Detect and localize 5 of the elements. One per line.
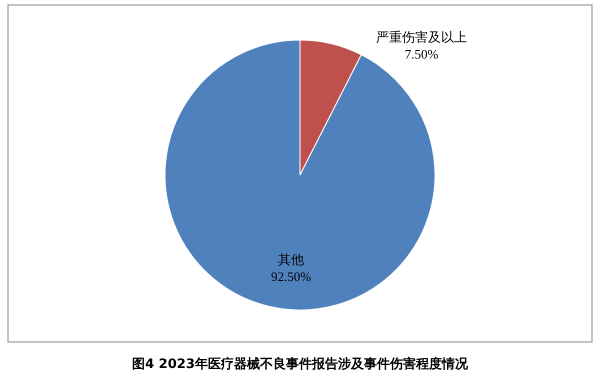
data-label: 92.50% xyxy=(271,268,312,284)
data-label: 7.50% xyxy=(404,46,438,62)
slice-label: 严重伤害及以上 xyxy=(376,30,468,45)
text: 图4 2023年医疗器械不良事件报告涉及事件伤害程度情况 xyxy=(132,356,469,372)
slice-label: 其他 xyxy=(278,252,304,267)
